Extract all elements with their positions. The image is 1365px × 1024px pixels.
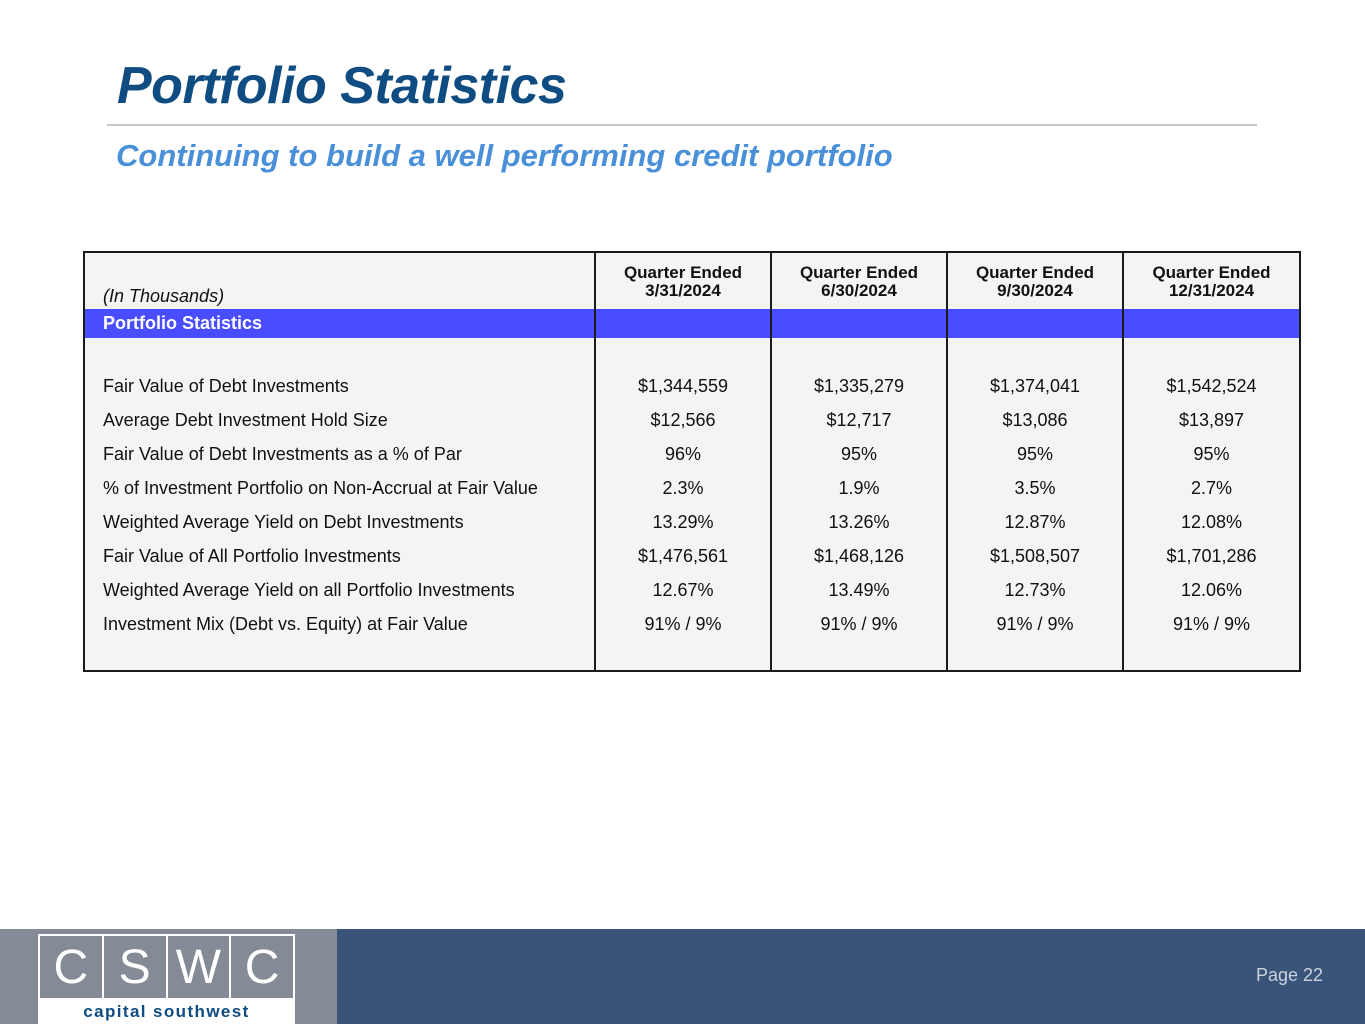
table-cell: 96% — [594, 437, 771, 471]
table-cell: 12.87% — [946, 505, 1123, 539]
table-row: Fair Value of All Portfolio Investments … — [85, 539, 1299, 573]
page-number: Page 22 — [1255, 965, 1323, 985]
column-header-line1: Quarter Ended — [1152, 263, 1271, 282]
spacer-row — [85, 641, 1299, 672]
table-cell: $1,335,279 — [770, 369, 947, 403]
row-label: Fair Value of Debt Investments — [103, 375, 349, 396]
table-cell: 95% — [946, 437, 1123, 471]
title-divider — [107, 124, 1257, 126]
logo-letter: S — [101, 936, 166, 998]
column-header-date: 3/31/2024 — [645, 281, 721, 300]
table-cell: 95% — [1122, 437, 1299, 471]
table-cell: $1,701,286 — [1122, 539, 1299, 573]
table-cell: 13.29% — [594, 505, 771, 539]
column-header-date: 9/30/2024 — [997, 281, 1073, 300]
row-label: Investment Mix (Debt vs. Equity) at Fair… — [103, 613, 468, 634]
table-cell: $1,374,041 — [946, 369, 1123, 403]
table-cell: $12,717 — [770, 403, 947, 437]
column-header-date: 6/30/2024 — [821, 281, 897, 300]
column-header-line1: Quarter Ended — [799, 263, 919, 282]
table-row: % of Investment Portfolio on Non-Accrual… — [85, 471, 1299, 505]
section-band-cell — [770, 309, 947, 338]
logo-panel: C S W C capital southwest — [0, 929, 337, 1024]
table-cell: 91% / 9% — [770, 607, 947, 641]
row-label: Fair Value of Debt Investments as a % of… — [103, 443, 462, 464]
table-cell: 3.5% — [946, 471, 1123, 505]
table-cell: 91% / 9% — [946, 607, 1123, 641]
logo-tagline: capital southwest — [83, 1002, 250, 1021]
table-cell: 91% / 9% — [594, 607, 771, 641]
table-cell: $13,897 — [1122, 403, 1299, 437]
table-cell: 12.08% — [1122, 505, 1299, 539]
section-band-cell — [1122, 309, 1299, 338]
table-row: Weighted Average Yield on Debt Investmen… — [85, 505, 1299, 539]
table-row: Average Debt Investment Hold Size $12,56… — [85, 403, 1299, 437]
table-cell: $13,086 — [946, 403, 1123, 437]
section-band-cell — [946, 309, 1123, 338]
table-row: Investment Mix (Debt vs. Equity) at Fair… — [85, 607, 1299, 641]
table-cell: $12,566 — [594, 403, 771, 437]
table-cell: 91% / 9% — [1122, 607, 1299, 641]
section-band: Portfolio Statistics — [85, 309, 1299, 338]
footer-bar: C S W C capital southwest Page 22 — [0, 929, 1365, 1024]
portfolio-statistics-table: (In Thousands) Quarter Ended 3/31/2024 Q… — [83, 251, 1301, 672]
units-label: (In Thousands) — [103, 286, 225, 306]
section-band-cell — [594, 309, 771, 338]
company-logo: C S W C capital southwest — [38, 934, 295, 1024]
page-title: Portfolio Statistics — [117, 57, 567, 115]
column-header-q4: Quarter Ended 12/31/2024 — [1122, 253, 1299, 309]
row-label: Average Debt Investment Hold Size — [103, 409, 388, 430]
column-header-line1: Quarter Ended — [975, 263, 1095, 282]
table-cell: 13.49% — [770, 573, 947, 607]
column-header-line1: Quarter Ended — [623, 263, 743, 282]
row-label: Weighted Average Yield on all Portfolio … — [103, 579, 515, 600]
table-row: Fair Value of Debt Investments as a % of… — [85, 437, 1299, 471]
row-label: % of Investment Portfolio on Non-Accrual… — [103, 477, 538, 498]
logo-letters: C S W C — [40, 936, 293, 998]
table-cell: 95% — [770, 437, 947, 471]
table-cell: 12.73% — [946, 573, 1123, 607]
table-cell: 2.3% — [594, 471, 771, 505]
table-cell: $1,508,507 — [946, 539, 1123, 573]
logo-letter: C — [229, 936, 293, 998]
table-cell: 1.9% — [770, 471, 947, 505]
table-header-row: (In Thousands) Quarter Ended 3/31/2024 Q… — [85, 253, 1299, 309]
logo-letter: W — [165, 936, 230, 998]
table-cell: $1,542,524 — [1122, 369, 1299, 403]
column-header-q1: Quarter Ended 3/31/2024 — [594, 253, 771, 309]
section-label: Portfolio Statistics — [85, 309, 595, 338]
table-cell: 2.7% — [1122, 471, 1299, 505]
logo-letter: C — [53, 940, 89, 994]
table-cell: $1,476,561 — [594, 539, 771, 573]
table-cell: 12.06% — [1122, 573, 1299, 607]
table-row: Fair Value of Debt Investments $1,344,55… — [85, 369, 1299, 403]
column-header-q2: Quarter Ended 6/30/2024 — [770, 253, 947, 309]
column-header-q3: Quarter Ended 9/30/2024 — [946, 253, 1123, 309]
table-cell: $1,344,559 — [594, 369, 771, 403]
table-cell: 12.67% — [594, 573, 771, 607]
row-label: Weighted Average Yield on Debt Investmen… — [103, 511, 464, 532]
row-label: Fair Value of All Portfolio Investments — [103, 545, 401, 566]
column-header-date: 12/31/2024 — [1168, 281, 1255, 300]
table-row: Weighted Average Yield on all Portfolio … — [85, 573, 1299, 607]
page-subtitle: Continuing to build a well performing cr… — [116, 138, 893, 173]
spacer-row — [85, 338, 1299, 369]
table-cell: 13.26% — [770, 505, 947, 539]
table-cell: $1,468,126 — [770, 539, 947, 573]
